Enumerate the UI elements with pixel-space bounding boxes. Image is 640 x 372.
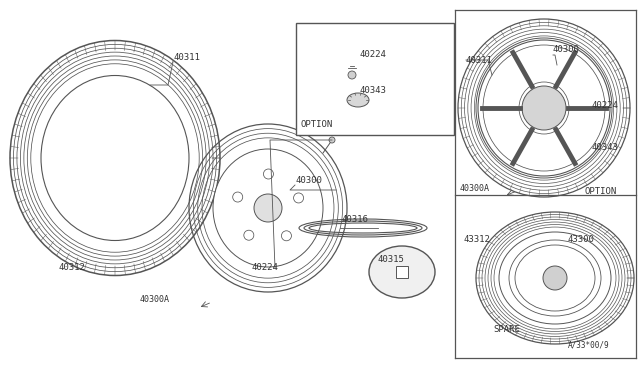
- Circle shape: [254, 194, 282, 222]
- Text: 40312: 40312: [58, 263, 85, 272]
- Ellipse shape: [347, 93, 369, 107]
- Text: 40224: 40224: [360, 50, 387, 59]
- Circle shape: [244, 230, 254, 240]
- Circle shape: [264, 169, 273, 179]
- Text: OPTION: OPTION: [585, 187, 617, 196]
- Text: 40311: 40311: [466, 56, 493, 65]
- Bar: [396, 266, 408, 278]
- Text: SPARE: SPARE: [493, 325, 520, 334]
- Text: A/33*00/9: A/33*00/9: [568, 340, 610, 349]
- Ellipse shape: [476, 38, 612, 178]
- Text: 40300: 40300: [553, 45, 580, 54]
- Text: 40311: 40311: [174, 53, 201, 62]
- Text: 40315: 40315: [378, 255, 405, 264]
- Circle shape: [348, 71, 356, 79]
- Text: 40316: 40316: [342, 215, 369, 224]
- Text: OPTION: OPTION: [301, 120, 333, 129]
- Bar: [296, 23, 454, 135]
- Text: 40224: 40224: [592, 101, 619, 110]
- Text: 40300A: 40300A: [460, 184, 490, 193]
- Ellipse shape: [499, 232, 611, 324]
- Circle shape: [543, 266, 567, 290]
- Text: 40300A: 40300A: [140, 295, 170, 304]
- Circle shape: [522, 86, 566, 130]
- Ellipse shape: [213, 149, 323, 267]
- Circle shape: [282, 231, 291, 241]
- Circle shape: [329, 137, 335, 143]
- Circle shape: [233, 192, 243, 202]
- Circle shape: [294, 193, 303, 203]
- Text: 43312: 43312: [464, 235, 491, 244]
- Text: 43300: 43300: [568, 235, 595, 244]
- Text: 40300: 40300: [296, 176, 323, 185]
- Text: 40343: 40343: [592, 143, 619, 152]
- Text: 40224: 40224: [252, 263, 279, 272]
- Ellipse shape: [41, 76, 189, 241]
- Text: 40343: 40343: [360, 86, 387, 95]
- Ellipse shape: [369, 246, 435, 298]
